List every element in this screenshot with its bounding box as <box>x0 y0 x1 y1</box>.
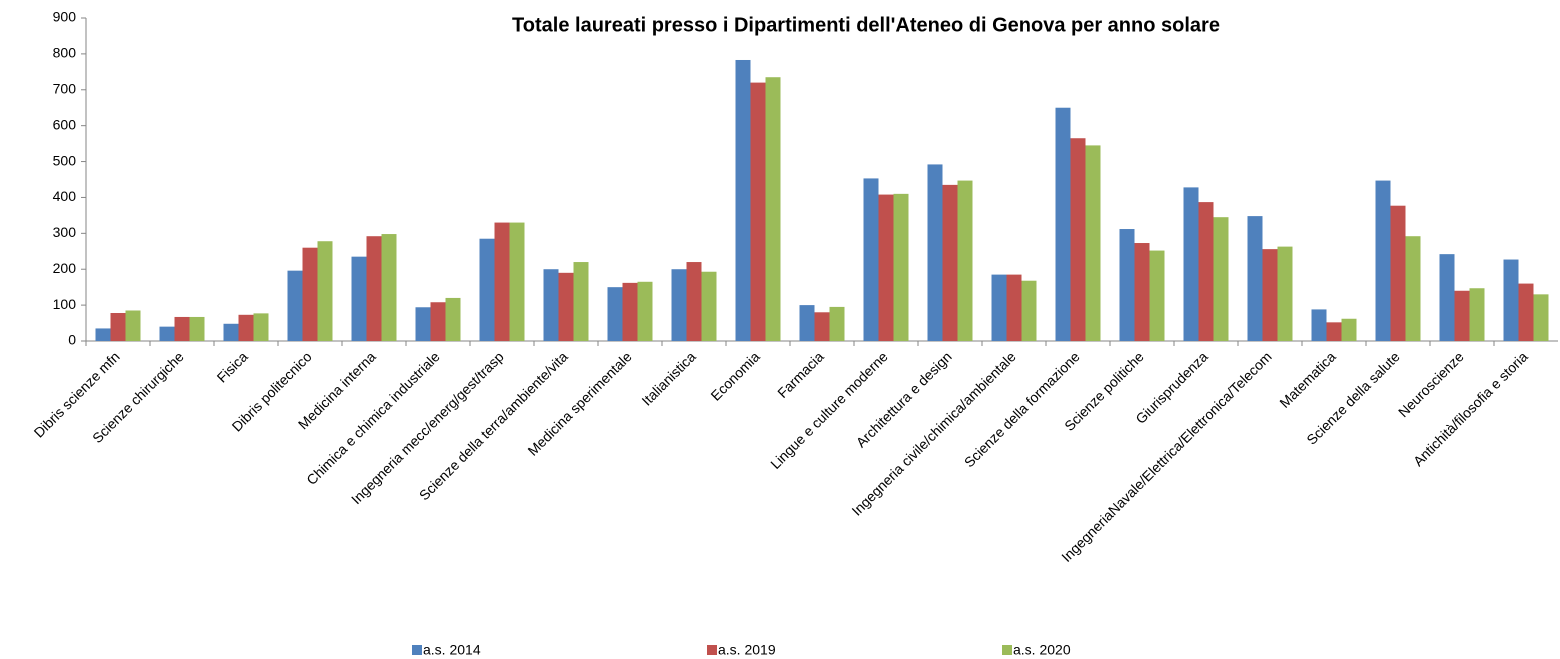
bar <box>1070 138 1086 341</box>
bar <box>863 178 879 341</box>
bar <box>1262 249 1278 341</box>
bar <box>878 194 894 341</box>
bar <box>159 326 175 341</box>
bar <box>174 316 190 341</box>
y-tick-label: 300 <box>53 224 77 240</box>
y-tick-label: 400 <box>53 188 77 204</box>
x-tick-label: Antichità/filosofia e storia <box>1410 348 1531 469</box>
bar <box>573 262 589 341</box>
x-tick-label: Economia <box>707 348 762 403</box>
y-tick-label: 500 <box>53 152 77 168</box>
bar <box>494 222 510 341</box>
bar <box>814 312 830 341</box>
legend-swatch <box>707 645 717 655</box>
bar <box>957 180 973 341</box>
bar <box>1311 309 1327 341</box>
bar <box>991 274 1007 341</box>
bar <box>125 310 141 341</box>
bar <box>607 287 623 341</box>
bar <box>1405 236 1421 341</box>
bar <box>223 323 239 341</box>
legend-label: a.s. 2019 <box>718 642 776 658</box>
x-tick-label: Scienze della formazione <box>961 348 1083 470</box>
bar <box>686 262 702 341</box>
y-tick-label: 0 <box>68 332 76 348</box>
bar <box>671 269 687 341</box>
bar <box>558 272 574 341</box>
y-tick-label: 100 <box>53 296 77 312</box>
bar <box>750 82 766 341</box>
bar <box>415 307 431 341</box>
bar <box>1247 216 1263 341</box>
legend-swatch <box>412 645 422 655</box>
x-tick-label: Italianistica <box>638 348 698 408</box>
bar <box>1198 202 1214 341</box>
bar <box>287 270 303 341</box>
x-tick-label: Matematica <box>1276 348 1339 411</box>
x-tick-label: Neuroscienze <box>1395 348 1467 420</box>
bar <box>622 282 638 341</box>
bar <box>1134 243 1150 341</box>
bar <box>927 164 943 341</box>
x-tick-label: Lingue e culture moderne <box>767 348 891 472</box>
bar <box>1390 205 1406 341</box>
bar <box>1439 254 1455 341</box>
bar <box>765 77 781 341</box>
x-tick-label: Fisica <box>214 348 251 385</box>
bar <box>1277 246 1293 341</box>
y-tick-label: 800 <box>53 45 77 61</box>
bar <box>1213 217 1229 341</box>
bar <box>942 184 958 341</box>
bar <box>302 247 318 341</box>
bar <box>1454 290 1470 341</box>
legend-swatch <box>1002 645 1012 655</box>
bar <box>1183 187 1199 341</box>
x-tick-label: Chimica e chimica industriale <box>303 348 443 488</box>
legend-label: a.s. 2014 <box>423 642 481 658</box>
bar <box>509 222 525 341</box>
x-tick-label: Farmacia <box>774 348 827 401</box>
bar <box>1149 250 1165 341</box>
y-tick-label: 200 <box>53 260 77 276</box>
bar <box>799 305 815 341</box>
bar <box>701 271 717 341</box>
bar <box>1375 180 1391 341</box>
bar <box>1119 229 1135 341</box>
chart-title: Totale laureati presso i Dipartimenti de… <box>512 14 1220 36</box>
bar <box>317 241 333 341</box>
bar <box>110 313 126 341</box>
bar <box>637 281 653 341</box>
y-tick-label: 700 <box>53 80 77 96</box>
bar <box>1503 259 1519 341</box>
bar <box>351 256 367 341</box>
bar <box>1341 318 1357 341</box>
bar <box>1021 280 1037 341</box>
legend-label: a.s. 2020 <box>1013 642 1071 658</box>
bar <box>829 306 845 341</box>
bar <box>381 234 397 341</box>
bar <box>735 59 751 342</box>
bar <box>1055 107 1071 341</box>
bar <box>543 269 559 341</box>
x-tick-label: Medicina sperimentale <box>524 348 635 459</box>
bar <box>253 313 269 341</box>
bar <box>95 328 111 341</box>
bar <box>893 193 909 341</box>
bar <box>1469 288 1485 341</box>
bar <box>238 314 254 341</box>
bar <box>1085 145 1101 341</box>
bar <box>430 302 446 341</box>
bar <box>366 236 382 341</box>
bar <box>479 238 495 341</box>
bar <box>1006 274 1022 341</box>
bar <box>445 297 461 341</box>
bar <box>1518 283 1534 341</box>
bar <box>1326 322 1342 341</box>
y-tick-label: 900 <box>53 9 77 25</box>
y-tick-label: 600 <box>53 116 77 132</box>
bar <box>1533 294 1549 341</box>
bar <box>189 316 205 341</box>
